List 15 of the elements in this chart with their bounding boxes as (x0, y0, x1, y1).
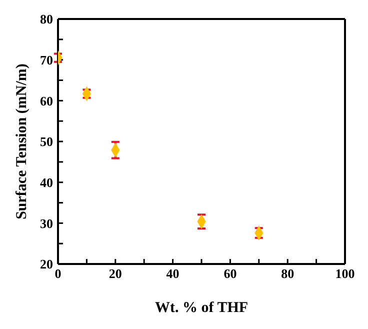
x-tick-label: 40 (166, 266, 180, 282)
y-tick-label: 60 (40, 93, 53, 108)
x-tick-label: 100 (335, 266, 355, 282)
y-axis-title: Surface Tension (mN/m) (14, 64, 30, 220)
x-tick-label: 60 (224, 266, 237, 282)
y-tick-label: 70 (40, 52, 53, 68)
y-tick-label: 80 (40, 12, 53, 27)
x-axis-title: Wt. % of THF (154, 300, 248, 316)
y-tick-label: 20 (40, 256, 53, 272)
x-tick-label: 80 (281, 266, 294, 282)
y-tick-label: 40 (40, 174, 53, 190)
y-tick-label: 50 (40, 134, 53, 150)
x-tick-label: 0 (54, 266, 62, 282)
y-tick-label: 30 (40, 216, 53, 231)
x-tick-label: 20 (108, 266, 122, 282)
